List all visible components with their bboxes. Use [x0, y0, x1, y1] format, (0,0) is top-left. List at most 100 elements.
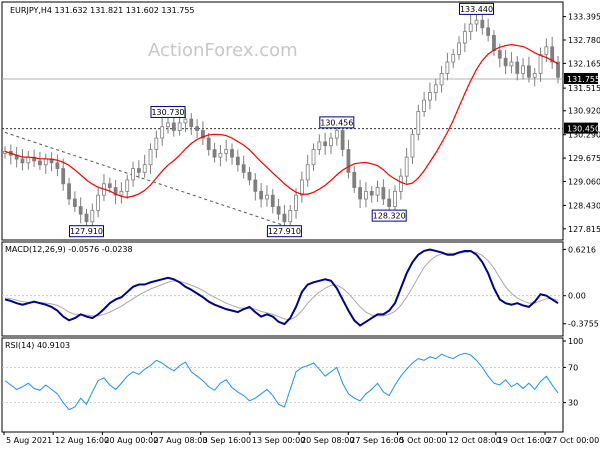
- candle-body: [154, 137, 159, 150]
- candle-body: [270, 194, 275, 207]
- candle-body: [428, 92, 432, 101]
- x-tick-label: 20 Aug 00:00: [104, 436, 158, 445]
- moving-average-line: [4, 44, 559, 198]
- candle-body: [160, 126, 165, 139]
- candle-body: [358, 187, 362, 200]
- candle-body: [352, 171, 357, 188]
- candle-body: [387, 198, 392, 207]
- candle-body: [142, 164, 147, 173]
- price-tick-label: 130.290: [568, 131, 600, 140]
- x-tick-label: 13 Sep 00:00: [252, 436, 305, 445]
- candle-body: [550, 46, 555, 63]
- candle-body: [166, 122, 170, 128]
- candle-body: [26, 156, 31, 164]
- candle-body: [288, 209, 293, 223]
- annotation-label: 130.730: [151, 108, 184, 117]
- candle-body: [38, 160, 42, 166]
- annotation-box: [319, 116, 355, 129]
- candle-body: [451, 54, 456, 63]
- price-tick-label: 129.675: [568, 154, 600, 163]
- candle-body: [381, 187, 386, 200]
- x-tick-label: 5 Aug 2021: [6, 436, 52, 445]
- candle-body: [230, 149, 234, 158]
- candle-body: [480, 19, 485, 29]
- candle-body: [416, 111, 421, 135]
- candle-body: [503, 57, 508, 67]
- rsi-title: RSI(14) 40.9103: [5, 341, 70, 350]
- candle-body: [265, 194, 269, 200]
- candle-body: [532, 73, 537, 78]
- candle-body: [538, 54, 543, 74]
- x-tick-label: 12 Aug 16:00: [55, 436, 109, 445]
- candle-body: [299, 179, 304, 196]
- annotation-box: [459, 2, 495, 15]
- candle-body: [457, 42, 461, 55]
- macd-signal-line: [4, 251, 559, 321]
- candle-body: [171, 122, 176, 131]
- candle-body: [474, 19, 479, 25]
- candle-body: [43, 158, 48, 166]
- candle-body: [131, 168, 135, 181]
- candle-body: [521, 65, 525, 74]
- candle-body: [282, 213, 287, 223]
- price-panel-border: [1, 1, 564, 241]
- price-tick-label: 127.815: [568, 225, 600, 234]
- candle-body: [334, 130, 339, 139]
- candle-body: [67, 183, 71, 200]
- macd-tick-label: 0.00: [568, 292, 586, 301]
- x-tick-label: 20 Sep 08:00: [301, 436, 354, 445]
- candle-body: [509, 61, 514, 67]
- candle-body: [78, 206, 83, 215]
- trend-line: [4, 131, 285, 227]
- candle-body: [311, 149, 316, 166]
- candle-body: [84, 213, 89, 223]
- candle-body: [492, 35, 496, 52]
- rsi-tick-label: 100: [568, 337, 583, 346]
- rsi-tick-label: 70: [568, 363, 578, 372]
- candle-body: [183, 118, 188, 124]
- annotation-label: 127.910: [70, 227, 103, 236]
- rsi-line: [4, 352, 559, 411]
- candle-body: [393, 190, 397, 207]
- candle-body: [544, 46, 549, 55]
- candle-body: [276, 206, 281, 215]
- annotation-label: 127.910: [268, 227, 301, 236]
- candle-body: [410, 133, 415, 158]
- candle-body: [294, 194, 298, 211]
- candle-body: [61, 168, 66, 185]
- candle-body: [224, 149, 229, 154]
- watermark-text: ActionForex.com: [148, 40, 298, 61]
- candle-body: [259, 190, 264, 200]
- candle-body: [340, 130, 345, 150]
- annotation-box: [266, 225, 302, 238]
- annotation-label: 130.456: [320, 118, 353, 127]
- candle-body: [20, 158, 25, 164]
- x-tick-label: 27 Aug 08:00: [154, 436, 208, 445]
- price-tick-label: 130.920: [568, 107, 600, 116]
- rsi-panel-border: [1, 337, 564, 433]
- candle-body: [346, 149, 351, 173]
- x-tick-label: 27 Oct 00:00: [547, 436, 599, 445]
- candle-body: [317, 141, 322, 150]
- candle-body: [468, 23, 473, 33]
- macd-panel-border: [1, 241, 564, 337]
- macd-title: MACD(12,26,9) -0.0576 -0.0238: [5, 245, 133, 254]
- support-level-label: 130.450: [567, 125, 600, 134]
- candle-body: [515, 61, 520, 74]
- candle-body: [305, 164, 310, 181]
- x-tick-label: 3 Sep 16:00: [203, 436, 251, 445]
- candle-body: [148, 149, 153, 166]
- candle-body: [125, 179, 130, 192]
- candle-body: [486, 27, 491, 36]
- price-tick-label: 128.430: [568, 201, 600, 210]
- candle-body: [241, 164, 246, 173]
- candle-body: [375, 187, 380, 196]
- candle-body: [119, 190, 124, 196]
- candle-body: [107, 183, 112, 188]
- candle-body: [72, 198, 77, 207]
- candle-body: [195, 126, 199, 131]
- candle-body: [439, 73, 444, 86]
- candle-body: [189, 118, 194, 128]
- candle-body: [212, 149, 217, 158]
